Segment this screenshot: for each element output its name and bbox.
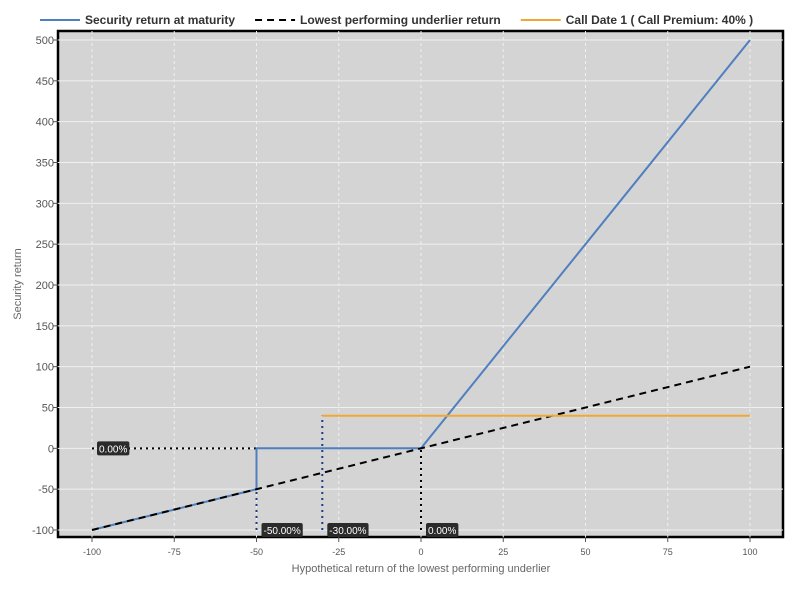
legend: Security return at maturity Lowest perfor…	[40, 13, 753, 27]
x-axis-title: Hypothetical return of the lowest perfor…	[292, 563, 551, 575]
annotation-label: -50.00%	[261, 523, 303, 537]
legend-item[interactable]: Lowest performing underlier return	[255, 13, 501, 27]
series-lines	[91, 39, 751, 531]
annotation-box	[97, 441, 130, 456]
annotation-text: 0.00%	[99, 444, 127, 455]
legend-item[interactable]: Call Date 1 ( Call Premium: 40% )	[520, 13, 753, 27]
y-axis-title: Security return	[12, 248, 24, 320]
legend-label: Security return at maturity	[85, 13, 235, 27]
annotation-text: -30.00%	[329, 526, 366, 537]
annotation-box	[327, 523, 369, 537]
x-axis-ticks: -100 -75 -50 -25 0 25 50 75 100	[83, 537, 758, 557]
x-tick-label: -75	[168, 547, 181, 557]
annotation-label: 0.00%	[97, 441, 130, 456]
x-tick-label: -100	[83, 547, 101, 557]
series-line	[91, 365, 751, 531]
y-tick-label: 500	[36, 35, 54, 47]
annotation-box	[261, 523, 303, 537]
y-tick-label: -50	[38, 484, 54, 496]
y-tick-label: -100	[32, 525, 54, 537]
reference-lines	[92, 415, 422, 530]
y-tick-label: 450	[36, 76, 54, 88]
annotation-text: 0.00%	[428, 526, 456, 537]
legend-label: Call Date 1 ( Call Premium: 40% )	[566, 13, 753, 27]
annotation-text: -50.00%	[264, 526, 301, 537]
annotation-label: 0.00%	[426, 523, 459, 537]
y-tick-label: 250	[36, 239, 54, 251]
legend-label: Lowest performing underlier return	[300, 13, 501, 27]
annotation-box	[426, 523, 459, 537]
y-axis-ticks: -100 -50 0 50 100 150 200 250 300 350 400 450 500	[32, 35, 58, 537]
y-tick-label: 100	[36, 362, 54, 374]
x-tick-label: 0	[418, 547, 423, 557]
y-tick-label: 350	[36, 158, 54, 170]
y-tick-label: 150	[36, 321, 54, 333]
y-tick-label: 50	[42, 403, 54, 415]
legend-item[interactable]: Security return at maturity	[40, 13, 235, 27]
x-tick-label: -50	[250, 547, 263, 557]
y-tick-label: 300	[36, 198, 54, 210]
x-tick-label: 100	[742, 547, 757, 557]
y-tick-label: 0	[48, 443, 54, 455]
x-tick-label: 50	[580, 547, 590, 557]
x-tick-label: -25	[332, 547, 345, 557]
x-tick-label: 25	[498, 547, 508, 557]
annotation-label: -30.00%	[327, 523, 369, 537]
y-tick-label: 400	[36, 117, 54, 129]
annotations: 0.00% -50.00% -30.00% 0.00%	[97, 441, 459, 537]
y-tick-label: 200	[36, 280, 54, 292]
x-tick-label: 75	[663, 547, 673, 557]
